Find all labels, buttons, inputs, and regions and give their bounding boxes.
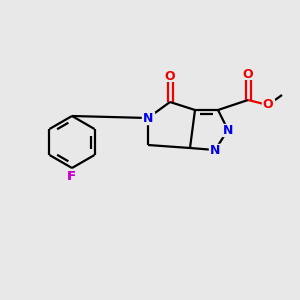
Bar (142, 112, 154, 124)
Text: F: F (66, 170, 76, 184)
Text: N: N (143, 112, 153, 124)
Text: N: N (223, 124, 233, 136)
Text: O: O (165, 70, 175, 83)
Text: N: N (210, 143, 220, 157)
Text: O: O (263, 98, 273, 112)
Text: O: O (243, 68, 253, 82)
Bar (262, 99, 274, 111)
Text: F: F (66, 170, 76, 184)
Bar (209, 144, 221, 156)
Bar (222, 124, 234, 136)
